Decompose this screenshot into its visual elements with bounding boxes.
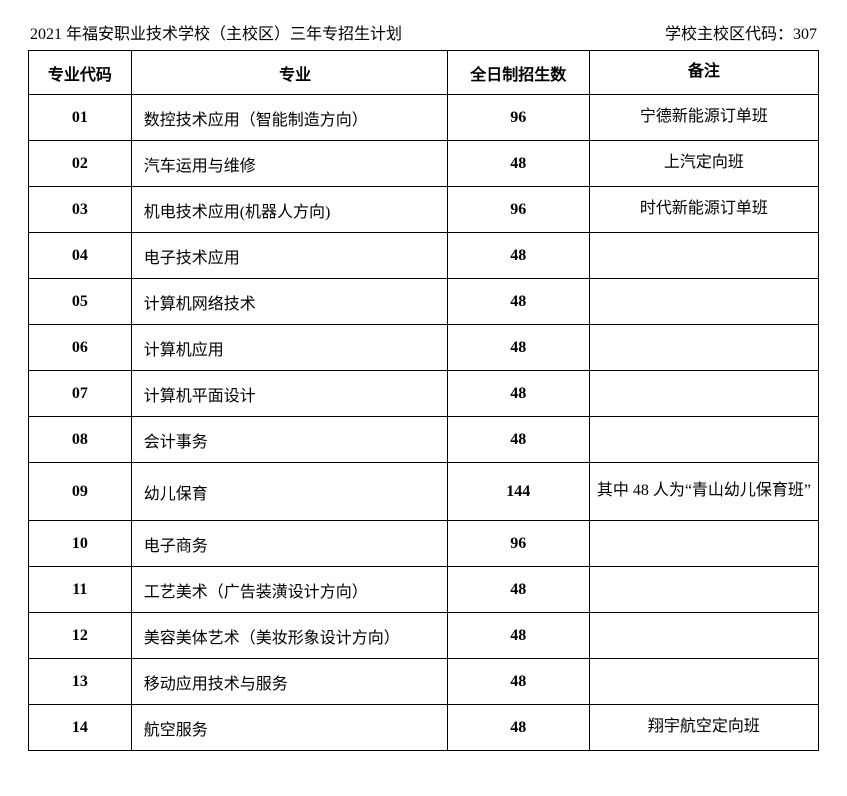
cell-count: 48 [447,279,589,325]
table-header-row: 专业代码 专业 全日制招生数 备注 [29,51,819,95]
cell-remark: 其中 48 人为“青山幼儿保育班” [589,463,818,521]
cell-code: 01 [29,95,132,141]
table-row: 13移动应用技术与服务48 [29,659,819,705]
cell-remark [589,279,818,325]
cell-major: 移动应用技术与服务 [131,659,447,705]
cell-major: 工艺美术（广告装潢设计方向） [131,567,447,613]
cell-remark [589,521,818,567]
table-row: 10电子商务96 [29,521,819,567]
cell-count: 96 [447,521,589,567]
table-row: 14航空服务48翔宇航空定向班 [29,705,819,751]
cell-code: 13 [29,659,132,705]
col-header-major: 专业 [131,51,447,95]
cell-major: 电子商务 [131,521,447,567]
cell-count: 48 [447,233,589,279]
cell-major: 机电技术应用(机器人方向) [131,187,447,233]
cell-remark [589,371,818,417]
table-row: 02汽车运用与维修48上汽定向班 [29,141,819,187]
cell-major: 汽车运用与维修 [131,141,447,187]
cell-code: 02 [29,141,132,187]
cell-code: 07 [29,371,132,417]
table-row: 03机电技术应用(机器人方向)96时代新能源订单班 [29,187,819,233]
cell-remark [589,325,818,371]
cell-major: 计算机应用 [131,325,447,371]
cell-remark [589,233,818,279]
cell-major: 电子技术应用 [131,233,447,279]
cell-code: 04 [29,233,132,279]
cell-major: 数控技术应用（智能制造方向） [131,95,447,141]
enrollment-table: 专业代码 专业 全日制招生数 备注 01数控技术应用（智能制造方向）96宁德新能… [28,50,819,751]
cell-code: 12 [29,613,132,659]
title-left: 2021 年福安职业技术学校（主校区）三年专招生计划 [30,20,402,44]
cell-remark [589,417,818,463]
col-header-count: 全日制招生数 [447,51,589,95]
cell-remark [589,613,818,659]
cell-code: 06 [29,325,132,371]
cell-code: 14 [29,705,132,751]
cell-code: 09 [29,463,132,521]
cell-remark: 翔宇航空定向班 [589,705,818,751]
cell-count: 48 [447,659,589,705]
cell-code: 08 [29,417,132,463]
cell-major: 美容美体艺术（美妆形象设计方向） [131,613,447,659]
cell-count: 48 [447,613,589,659]
cell-major: 幼儿保育 [131,463,447,521]
cell-major: 航空服务 [131,705,447,751]
cell-count: 48 [447,141,589,187]
cell-remark: 上汽定向班 [589,141,818,187]
cell-count: 48 [447,371,589,417]
page-header: 2021 年福安职业技术学校（主校区）三年专招生计划 学校主校区代码：307 [28,20,819,44]
cell-count: 48 [447,567,589,613]
cell-remark: 宁德新能源订单班 [589,95,818,141]
col-header-remark: 备注 [589,51,818,95]
table-row: 01数控技术应用（智能制造方向）96宁德新能源订单班 [29,95,819,141]
cell-count: 48 [447,705,589,751]
cell-count: 48 [447,325,589,371]
cell-count: 96 [447,187,589,233]
table-row: 08会计事务48 [29,417,819,463]
table-row: 07计算机平面设计48 [29,371,819,417]
table-row: 11工艺美术（广告装潢设计方向）48 [29,567,819,613]
cell-major: 会计事务 [131,417,447,463]
cell-count: 48 [447,417,589,463]
title-right: 学校主校区代码：307 [665,20,817,44]
table-row: 09幼儿保育144其中 48 人为“青山幼儿保育班” [29,463,819,521]
cell-code: 05 [29,279,132,325]
cell-code: 03 [29,187,132,233]
cell-count: 96 [447,95,589,141]
cell-remark [589,659,818,705]
table-row: 06计算机应用48 [29,325,819,371]
cell-major: 计算机网络技术 [131,279,447,325]
cell-count: 144 [447,463,589,521]
cell-code: 11 [29,567,132,613]
table-row: 05计算机网络技术48 [29,279,819,325]
cell-major: 计算机平面设计 [131,371,447,417]
table-row: 04电子技术应用48 [29,233,819,279]
cell-remark: 时代新能源订单班 [589,187,818,233]
col-header-code: 专业代码 [29,51,132,95]
table-row: 12美容美体艺术（美妆形象设计方向）48 [29,613,819,659]
cell-remark [589,567,818,613]
cell-code: 10 [29,521,132,567]
